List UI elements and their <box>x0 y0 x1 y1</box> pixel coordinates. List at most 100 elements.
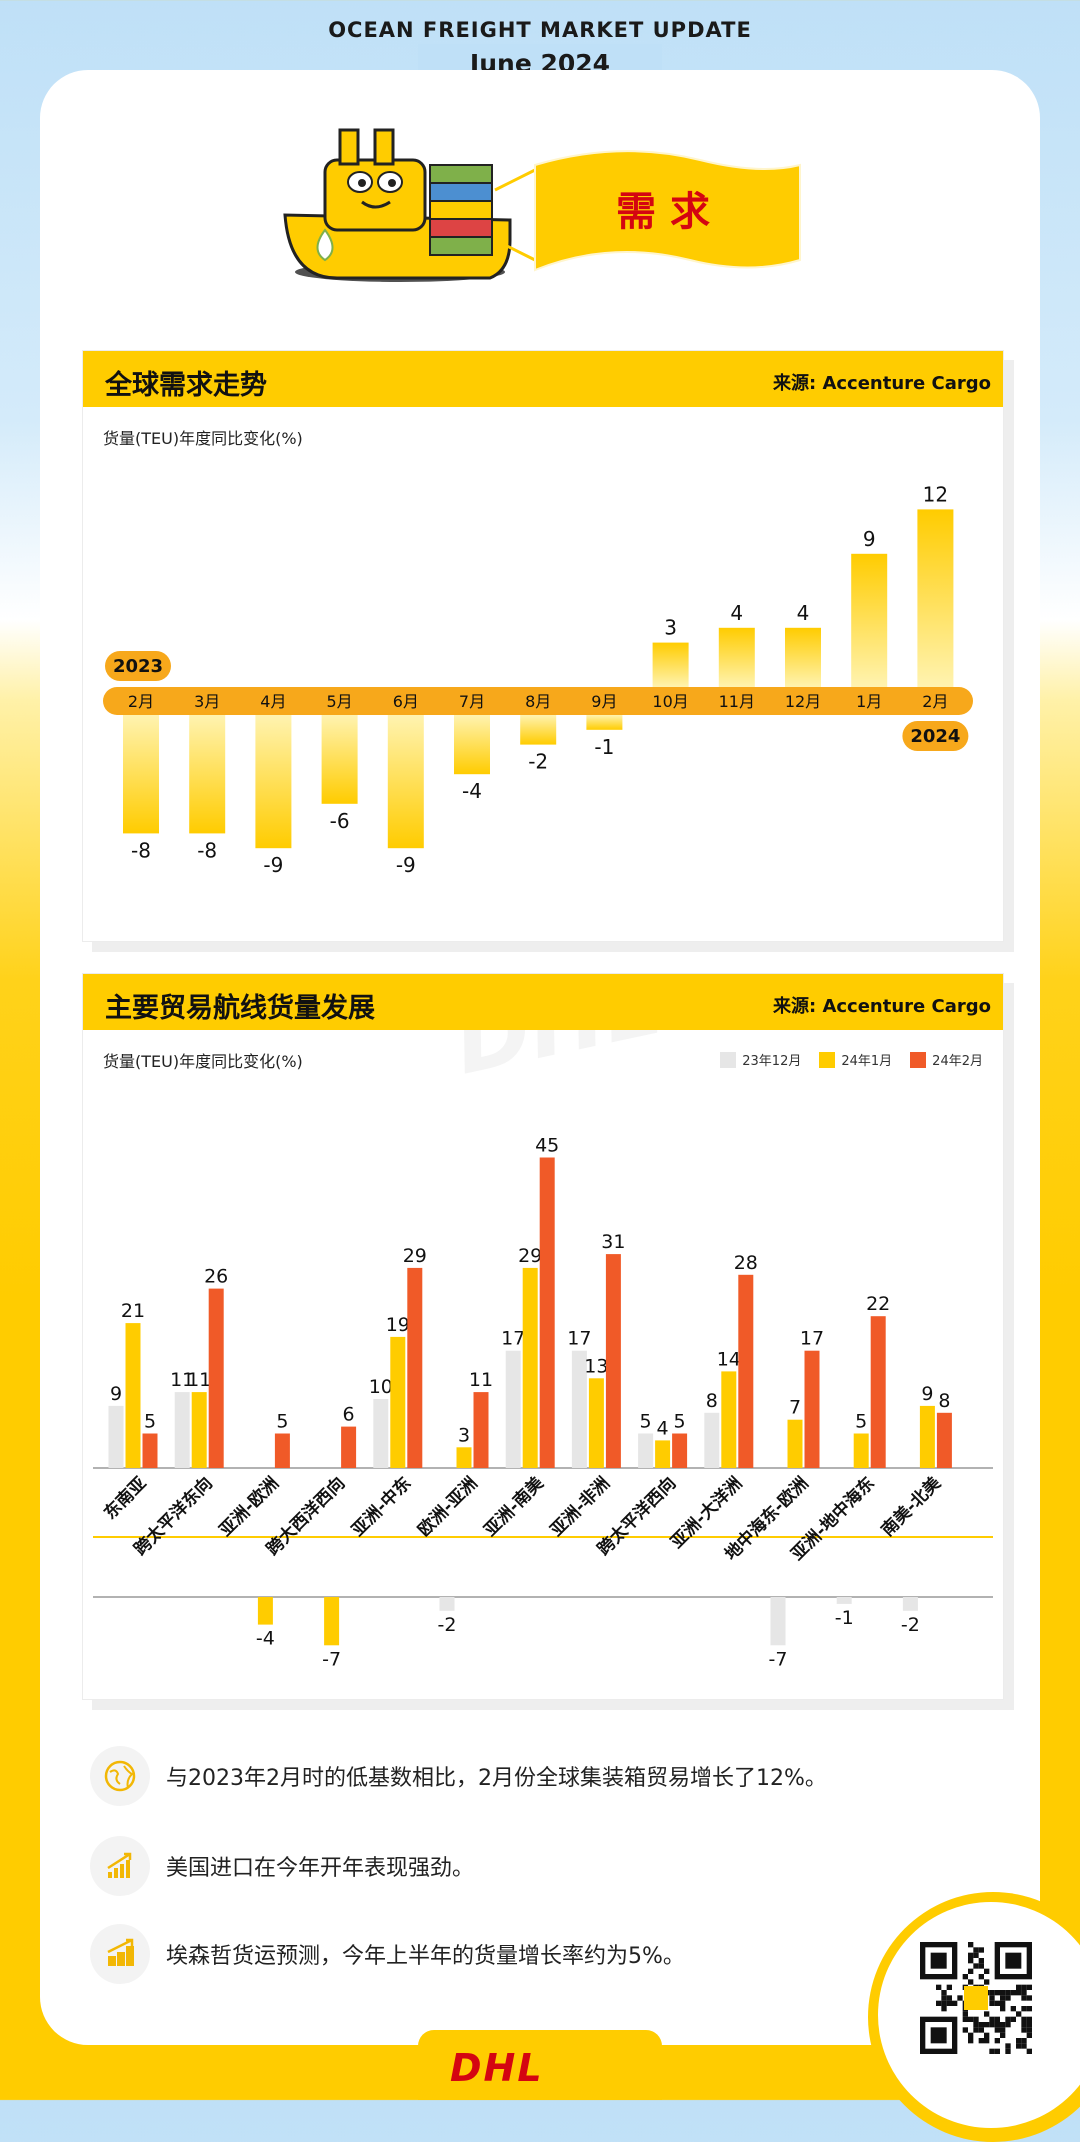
bar <box>638 1433 654 1468</box>
qr-module <box>973 1963 979 1969</box>
trade-lanes-chart: DHL9215东南亚111126跨太平洋东向-45亚洲-欧洲-76跨大西洋西向1… <box>93 974 993 1670</box>
x-tick-label: 8月 <box>525 692 551 711</box>
data-label: -8 <box>131 838 151 862</box>
qr-finder <box>1005 1952 1022 1969</box>
qr-module <box>1010 2006 1016 2012</box>
data-label: 5 <box>855 1411 867 1433</box>
data-label: 4 <box>797 601 810 625</box>
x-tick-label: 1月 <box>856 692 882 711</box>
bar <box>456 1447 472 1468</box>
bar <box>125 1323 141 1468</box>
qr-module <box>1000 2006 1006 2012</box>
footer-tab <box>418 2030 662 2100</box>
qr-module <box>1026 2027 1032 2033</box>
global-demand-chart: -8 -8 -9 -6 -9 -4 -2 -1 3 4 4 9 12 2月 3月 4月 5月 6月 7月 8月 9月 10… <box>103 482 973 877</box>
data-label: -8 <box>197 838 217 862</box>
qr-module <box>978 1958 984 1964</box>
data-label: -4 <box>462 779 482 803</box>
qr-module <box>978 1974 984 1980</box>
qr-module <box>1026 1995 1032 2001</box>
x-tick-label: 欧洲-亚洲 <box>414 1473 482 1541</box>
data-label: 13 <box>584 1355 608 1377</box>
qr-module <box>1000 2032 1006 2038</box>
qr-module <box>952 2000 958 2006</box>
y-axis-label: 货量(TEU)年度同比变化(%) <box>103 1052 303 1071</box>
x-tick-label: 9月 <box>591 692 617 711</box>
data-label: 9 <box>863 527 876 551</box>
bar <box>936 1412 952 1468</box>
data-label: 4 <box>657 1417 669 1439</box>
qr-module <box>984 2038 990 2044</box>
bar <box>836 1597 852 1604</box>
bar <box>373 1399 389 1468</box>
x-tick-label: 10月 <box>652 692 688 711</box>
chart-legend: 23年12月 24年1月 24年2月 <box>720 1050 983 1069</box>
x-tick-label: 7月 <box>459 692 485 711</box>
bar <box>387 715 424 849</box>
data-label: -2 <box>901 1614 920 1636</box>
legend-swatch <box>720 1051 737 1068</box>
bar <box>473 1392 489 1468</box>
data-label: 17 <box>501 1328 525 1350</box>
qr-module <box>1000 1990 1006 1996</box>
x-tick-label: 2月 <box>128 692 154 711</box>
qr-module <box>1005 2043 1011 2049</box>
qr-module <box>994 2022 1000 2028</box>
qr-module <box>1016 2043 1022 2049</box>
legend-item: 24年2月 <box>910 1050 983 1069</box>
data-label: -2 <box>528 750 548 774</box>
x-tick-label: 亚洲-欧洲 <box>215 1473 283 1541</box>
qr-module <box>1021 2043 1027 2049</box>
qr-module <box>1026 1984 1032 1990</box>
data-label: -7 <box>769 1648 788 1670</box>
data-label: 29 <box>403 1245 427 1267</box>
qr-module <box>1026 2022 1032 2028</box>
data-label: 45 <box>535 1135 559 1157</box>
list-item-text: 与2023年2月时的低基数相比，2月份全球集装箱贸易增长了12%。 <box>166 1766 827 1791</box>
qr-module <box>968 1942 974 1948</box>
bar <box>142 1433 158 1468</box>
data-label: 26 <box>204 1266 228 1288</box>
list-item-text: 美国进口在今年开年表现强劲。 <box>166 1856 475 1881</box>
bar <box>321 715 358 804</box>
global-demand-panel: -8 -8 -9 -6 -9 -4 -2 -1 3 4 4 9 12 2月 3月 4月 5月 6月 7月 8月 9月 10… <box>82 350 1004 942</box>
rising-bars-icon <box>90 1924 150 1984</box>
data-label: 9 <box>921 1383 933 1405</box>
panel-header: 主要贸易航线货量发展 来源: Accenture Cargo <box>83 974 1003 1030</box>
qr-module <box>941 1995 947 2001</box>
qr-module <box>941 2000 947 2006</box>
bar <box>870 1316 886 1468</box>
qr-module <box>978 2038 984 2044</box>
bar <box>522 1267 538 1468</box>
qr-module <box>968 1979 974 1985</box>
data-label: 31 <box>601 1231 625 1253</box>
bar <box>257 1597 273 1625</box>
qr-code[interactable] <box>920 1942 1032 2054</box>
data-label: 14 <box>717 1348 741 1370</box>
panel-title: 主要贸易航线货量发展 <box>105 993 375 1024</box>
banner-flag-icon <box>494 150 801 272</box>
bar <box>191 1392 207 1468</box>
qr-module <box>936 1984 942 1990</box>
bar <box>605 1254 621 1468</box>
legend-swatch <box>910 1051 927 1068</box>
x-tick-label: 东南亚 <box>100 1473 151 1524</box>
qr-module <box>973 2016 979 2022</box>
qr-module <box>984 1968 990 1974</box>
data-label: -7 <box>322 1648 341 1670</box>
source-label: 来源: Accenture Cargo <box>772 996 991 1017</box>
bar <box>804 1350 820 1468</box>
qr-module <box>989 2000 995 2006</box>
bar <box>255 715 292 849</box>
ship-icon <box>283 128 512 282</box>
trade-lanes-panel: DHL 9 21 5 东南亚 11 11 26 跨太平洋东向 -4 5 亚洲-欧洲 -7 6 跨大西洋西向 1… <box>82 973 1004 1700</box>
bar <box>851 553 888 687</box>
qr-module <box>1000 2000 1006 2006</box>
page-title: OCEAN FREIGHT MARKET UPDATE <box>328 18 752 42</box>
legend-label: 23年12月 <box>742 1054 802 1069</box>
data-label: 10 <box>369 1376 393 1398</box>
qr-module <box>1000 2027 1006 2033</box>
data-label: 9 <box>110 1383 122 1405</box>
data-label: 5 <box>144 1411 156 1433</box>
list-item-text: 埃森哲货运预测，今年上半年的货量增长率约为5%。 <box>166 1944 685 1969</box>
